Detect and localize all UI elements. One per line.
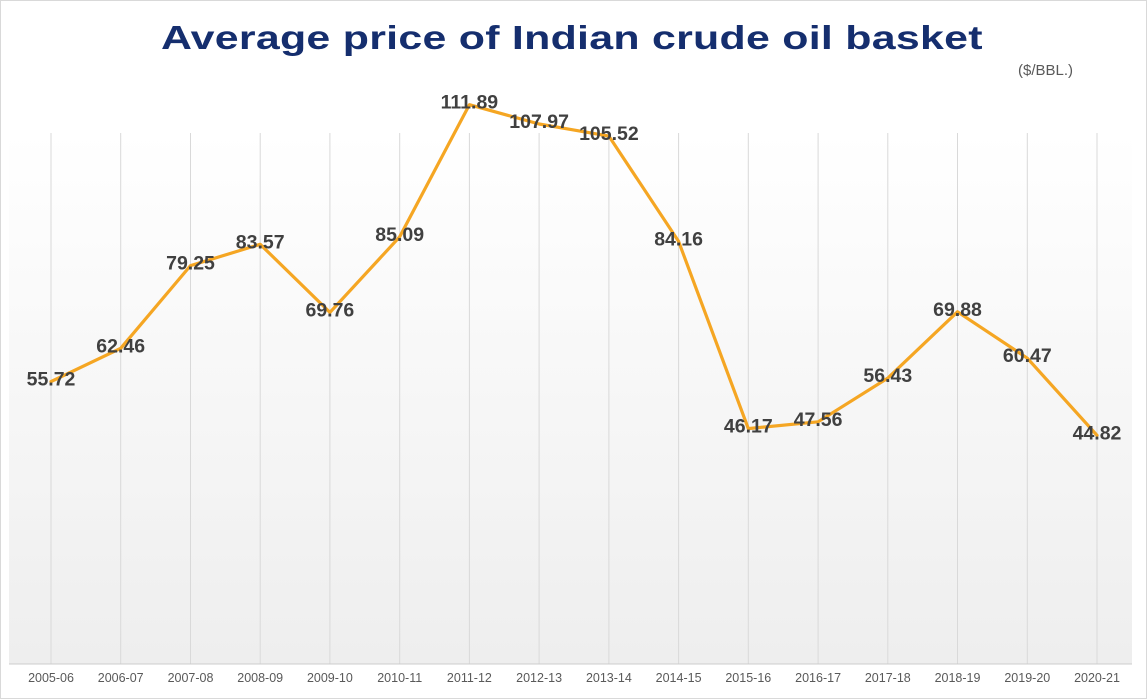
svg-text:111.89: 111.89	[441, 92, 499, 114]
svg-text:46.17: 46.17	[724, 416, 773, 438]
svg-text:47.56: 47.56	[794, 409, 843, 431]
svg-text:2010-11: 2010-11	[377, 671, 422, 685]
svg-text:2014-15: 2014-15	[656, 671, 702, 685]
svg-text:2006-07: 2006-07	[98, 671, 144, 685]
svg-text:2020-21: 2020-21	[1074, 671, 1120, 685]
svg-text:2016-17: 2016-17	[795, 671, 841, 685]
svg-text:56.43: 56.43	[863, 365, 912, 387]
svg-text:2005-06: 2005-06	[28, 671, 74, 685]
svg-text:85.09: 85.09	[375, 224, 424, 246]
svg-text:2013-14: 2013-14	[586, 671, 632, 685]
svg-text:2008-09: 2008-09	[237, 671, 283, 685]
svg-text:55.72: 55.72	[27, 369, 76, 391]
svg-text:84.16: 84.16	[654, 228, 703, 250]
svg-text:83.57: 83.57	[236, 231, 285, 253]
svg-text:79.25: 79.25	[166, 253, 215, 275]
svg-text:2007-08: 2007-08	[168, 671, 214, 685]
svg-text:2018-19: 2018-19	[935, 671, 981, 685]
svg-text:2015-16: 2015-16	[725, 671, 771, 685]
svg-text:44.82: 44.82	[1073, 422, 1122, 444]
svg-text:2012-13: 2012-13	[516, 671, 562, 685]
svg-text:69.76: 69.76	[305, 299, 354, 321]
svg-text:2009-10: 2009-10	[307, 671, 353, 685]
svg-text:62.46: 62.46	[96, 335, 145, 357]
svg-text:60.47: 60.47	[1003, 345, 1052, 367]
svg-text:69.88: 69.88	[933, 299, 982, 321]
svg-text:2019-20: 2019-20	[1004, 671, 1050, 685]
svg-text:2011-12: 2011-12	[447, 671, 492, 685]
svg-text:2017-18: 2017-18	[865, 671, 911, 685]
svg-text:107.97: 107.97	[509, 111, 569, 133]
svg-text:105.52: 105.52	[579, 123, 639, 145]
